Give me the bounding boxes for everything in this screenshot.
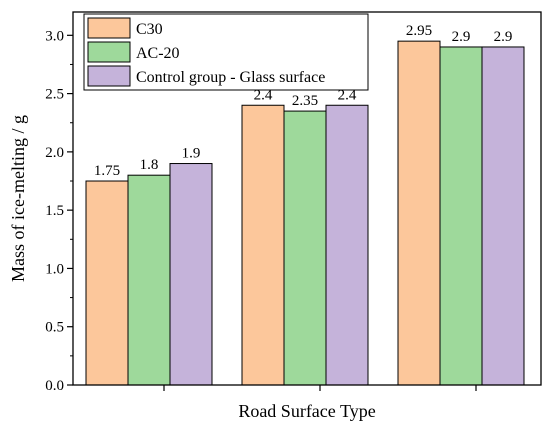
data-label: 1.8	[140, 157, 159, 173]
bar-2-1	[127, 174, 171, 386]
x-axis-title: Road Surface Type	[238, 401, 375, 421]
y-tick-label: 1.5	[45, 203, 64, 219]
bar-2-3	[439, 46, 483, 386]
legend-swatch	[87, 65, 131, 87]
y-axis-title: Mass of ice-melting / g	[8, 115, 28, 282]
data-label: 1.75	[94, 163, 120, 179]
y-tick-label: 0.0	[45, 378, 64, 394]
bar-1-1	[85, 180, 129, 386]
legend-swatch	[87, 17, 131, 39]
legend-frame	[83, 13, 369, 91]
bar-labels-group: 1.75 2.4 2.95 1.8 2.35 2.9 1.9 2.4 2.9	[94, 23, 513, 179]
bars-group	[85, 40, 525, 386]
y-axis-ticks: 0.0 0.5 1.0 1.5 2.0 2.5 3.0	[45, 28, 73, 394]
bar-3-1	[169, 163, 213, 386]
bar-1-3	[397, 40, 441, 386]
y-tick-label: 1.0	[45, 261, 64, 277]
y-tick-label: 2.0	[45, 145, 64, 161]
x-axis-ticks	[163, 385, 477, 391]
data-label: 2.9	[452, 29, 471, 45]
data-label: 1.9	[182, 146, 201, 162]
legend: C30 AC-20 Control group - Glass surface	[83, 13, 369, 91]
data-label: 2.95	[406, 23, 432, 39]
legend-label: AC-20	[136, 45, 180, 62]
data-label: 2.35	[292, 93, 318, 109]
axes-group	[72, 11, 542, 386]
y-tick-label: 2.5	[45, 87, 64, 103]
data-label: 2.4	[254, 87, 273, 103]
plot-frame	[72, 11, 542, 386]
bar-3-3	[481, 46, 525, 386]
bar-3-2	[325, 104, 369, 386]
y-tick-label: 3.0	[45, 28, 64, 44]
legend-swatch	[87, 41, 131, 63]
data-label: 2.9	[494, 29, 513, 45]
bar-2-2	[283, 110, 327, 386]
y-tick-label: 0.5	[45, 320, 64, 336]
legend-label: Control group - Glass surface	[136, 69, 325, 86]
data-label: 2.4	[338, 87, 357, 103]
legend-label: C30	[136, 21, 163, 38]
bar-1-2	[241, 104, 285, 386]
